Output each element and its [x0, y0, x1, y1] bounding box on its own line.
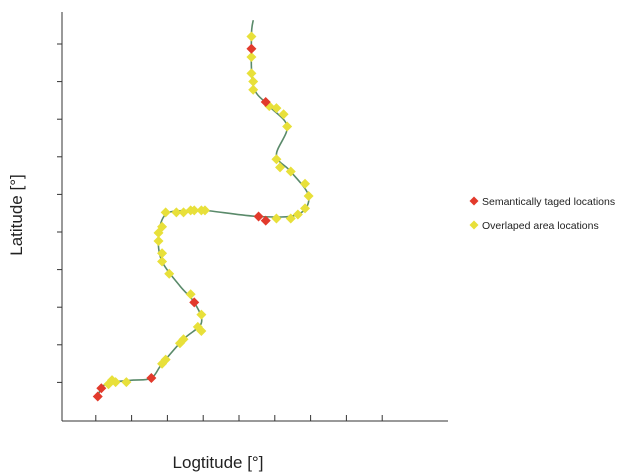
- overlaped-location-point: [164, 268, 175, 279]
- semantic-location-point: [260, 215, 271, 226]
- semantic-location-point: [253, 211, 264, 222]
- overlaped-location-point: [157, 248, 168, 259]
- semantic-location-point: [260, 96, 271, 107]
- overlaped-location-point: [246, 31, 257, 42]
- x-axis-title: Logtitude [°]: [173, 453, 264, 472]
- overlaped-location-point: [285, 166, 296, 177]
- overlaped-location-point: [196, 309, 207, 320]
- overlaped-location-point: [292, 209, 303, 220]
- overlaped-location-point: [160, 207, 171, 218]
- overlaped-location-point: [246, 51, 257, 62]
- overlaped-location-point: [275, 162, 286, 173]
- semantic-location-point: [92, 391, 103, 402]
- overlaped-location-point: [157, 256, 168, 267]
- data-marks: [92, 31, 314, 402]
- legend: Semantically taged locations Overlaped a…: [469, 196, 615, 232]
- overlaped-location-point: [282, 121, 293, 132]
- overlaped-location-point: [121, 377, 132, 388]
- overlaped-location-point: [248, 76, 259, 87]
- overlaped-location-point: [196, 326, 207, 337]
- ticks: [57, 43, 383, 421]
- overlaped-location-point: [110, 377, 121, 388]
- overlaped-location-point: [199, 205, 210, 216]
- overlaped-location-point: [285, 213, 296, 224]
- overlaped-location-point: [153, 236, 164, 247]
- overlaped-location-point: [248, 84, 259, 95]
- legend-marker-semantic-icon: [469, 196, 479, 206]
- overlaped-location-point: [178, 334, 189, 345]
- overlaped-location-point: [303, 191, 314, 202]
- overlaped-location-point: [171, 207, 182, 218]
- overlaped-location-point: [157, 221, 168, 232]
- legend-item-semantic: Semantically taged locations: [469, 196, 615, 208]
- overlaped-location-point: [189, 205, 200, 216]
- overlaped-location-point: [300, 203, 311, 214]
- semantic-location-point: [146, 373, 157, 384]
- legend-label-overlaped: Overlaped area locations: [482, 220, 599, 232]
- overlaped-location-point: [300, 178, 311, 189]
- axes: [61, 12, 448, 422]
- overlaped-location-point: [160, 354, 171, 365]
- legend-item-overlaped: Overlaped area locations: [469, 220, 599, 232]
- semantic-location-point: [189, 297, 200, 308]
- legend-marker-overlaped-icon: [469, 220, 479, 230]
- overlaped-location-point: [178, 207, 189, 218]
- y-axis-title: Latitude [°]: [7, 174, 26, 255]
- semantic-location-point: [96, 383, 107, 394]
- overlaped-location-point: [271, 154, 282, 165]
- semantic-location-point: [246, 43, 257, 54]
- overlaped-location-point: [246, 68, 257, 79]
- overlaped-location-point: [278, 109, 289, 120]
- legend-label-semantic: Semantically taged locations: [482, 196, 615, 208]
- overlaped-location-point: [271, 213, 282, 224]
- overlaped-location-point: [185, 289, 196, 300]
- overlaped-location-point: [271, 103, 282, 114]
